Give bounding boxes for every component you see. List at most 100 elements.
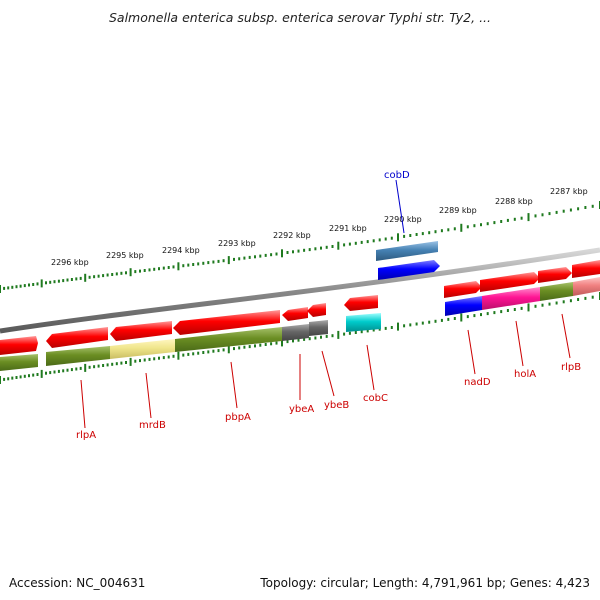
upper-scale-minor-tick (106, 273, 109, 277)
lower-scale-minor-tick (187, 352, 190, 356)
lower-scale-minor-tick (372, 328, 375, 332)
feature-mrdB-gene[interactable] (110, 321, 172, 341)
gene-label-holA[interactable]: holA (514, 369, 536, 380)
upper-scale-major-tick (84, 273, 87, 282)
lower-scale-minor-tick (134, 359, 137, 363)
lower-scale-major-tick (337, 330, 340, 339)
upper-scale-major-tick (177, 262, 180, 271)
upper-scale-minor-tick (493, 221, 496, 225)
lower-scale-minor-tick (11, 376, 14, 380)
feature-ybeA-cds[interactable] (282, 324, 309, 341)
upper-scale-minor-tick (222, 259, 225, 263)
feature-holA-gene[interactable] (480, 272, 540, 292)
upper-scale-minor-tick (15, 285, 18, 289)
feature-holA-cds[interactable] (482, 287, 540, 310)
lower-scale-minor-tick (493, 311, 496, 315)
upper-scale-minor-tick (197, 262, 200, 266)
upper-scale-minor-tick (286, 251, 289, 254)
upper-scale-minor-tick (187, 263, 190, 267)
upper-scale-minor-tick (202, 261, 205, 265)
feature-right-edge-gene[interactable] (572, 260, 600, 278)
feature-left-edge-cds[interactable] (0, 354, 38, 371)
feature-cobD-gene[interactable] (378, 260, 440, 280)
upper-scale-minor-tick (292, 250, 294, 254)
upper-scale-minor-tick (139, 269, 141, 273)
gene-label-cobD[interactable]: cobD (384, 170, 410, 181)
feature-cobC-cds[interactable] (346, 313, 381, 332)
upper-scale-minor-tick (93, 275, 96, 279)
upper-scale-minor-tick (548, 212, 551, 216)
upper-scale-minor-tick (378, 238, 381, 242)
upper-scale-minor-tick (153, 267, 156, 271)
gene-label-mrdB[interactable]: mrdB (139, 420, 166, 431)
rlpB-leader-line (561, 313, 571, 359)
gene-label-cobC[interactable]: cobC (363, 393, 388, 404)
lower-scale-minor-tick (403, 324, 406, 328)
lower-scale-minor-tick (66, 368, 69, 372)
lower-scale-minor-tick (390, 326, 393, 329)
tick-label-2296: 2296 kbp (51, 258, 89, 267)
upper-scale-minor-tick (28, 283, 30, 287)
lower-scale-minor-tick (115, 362, 118, 366)
lower-scale-minor-tick (111, 362, 114, 366)
upper-scale-minor-tick (428, 231, 431, 235)
lower-scale-minor-tick (57, 369, 60, 373)
upper-scale-minor-tick (111, 273, 114, 276)
feature-cobD-cds[interactable] (376, 241, 438, 261)
feature-pbpA-cds[interactable] (175, 327, 282, 352)
gene-label-ybeB[interactable]: ybeB (324, 400, 349, 411)
lower-scale-minor-tick (28, 374, 30, 378)
feature-rlpA-cds[interactable] (46, 346, 110, 366)
gene-label-pbpA[interactable]: pbpA (225, 412, 251, 423)
upper-scale: 2296 kbp 2295 kbp 2294 kbp 2293 kbp 2292… (0, 187, 600, 293)
upper-scale-minor-tick (148, 268, 151, 272)
lower-scale-minor-tick (548, 302, 551, 306)
lower-scale-major-tick (40, 369, 43, 378)
tick-label-2287: 2287 kbp (550, 187, 588, 196)
upper-scale-minor-tick (320, 246, 322, 250)
gene-label-rlpA[interactable]: rlpA (76, 430, 96, 441)
upper-scale-minor-tick (167, 266, 170, 269)
feature-nadD-cds[interactable] (445, 296, 482, 316)
upper-scale-minor-tick (217, 259, 220, 263)
feature-mrdB-cds[interactable] (110, 339, 175, 359)
feature-cobC-gene[interactable] (344, 295, 378, 311)
feature-ybeA-gene[interactable] (282, 307, 308, 321)
lower-scale-minor-tick (172, 354, 175, 358)
feature-ybeB-cds[interactable] (309, 320, 328, 336)
upper-scale-minor-tick (97, 274, 100, 278)
lower-scale-ticks (0, 292, 600, 384)
feature-pbpA-gene[interactable] (173, 310, 280, 335)
feature-rlpA-gene[interactable] (46, 327, 108, 348)
lower-scale-minor-tick (541, 303, 544, 307)
gene-label-rlpB[interactable]: rlpB (561, 362, 581, 373)
tick-label-2293: 2293 kbp (218, 239, 256, 248)
upper-scale-minor-tick (343, 243, 346, 247)
feature-left-edge-gene[interactable] (0, 336, 38, 355)
upper-scale-minor-tick (143, 269, 146, 272)
lower-scale-minor-tick (348, 331, 351, 335)
nadD-leader-line (467, 329, 476, 375)
gene-label-ybeA[interactable]: ybeA (289, 404, 314, 415)
leader-lines (80, 313, 571, 429)
lower-scale-minor-tick (513, 308, 516, 311)
upper-scale-minor-tick (32, 283, 35, 286)
feature-right-edge-cds[interactable] (573, 277, 600, 296)
upper-scale-minor-tick (243, 256, 246, 260)
cobC-leader-line (366, 344, 375, 391)
lower-scale-minor-tick (303, 337, 306, 341)
feature-rlpB-cds[interactable] (540, 282, 573, 301)
feature-ybeB-gene[interactable] (307, 303, 326, 317)
lower-scale-minor-tick (440, 318, 443, 322)
feature-rlpB-gene[interactable] (538, 267, 572, 283)
feature-nadD-gene[interactable] (444, 281, 482, 298)
lower-scale-minor-tick (409, 323, 412, 327)
upper-scale-minor-tick (384, 237, 387, 241)
lower-scale-minor-tick (331, 334, 334, 338)
upper-scale-major-tick (527, 213, 530, 222)
gene-label-nadD[interactable]: nadD (464, 377, 491, 388)
upper-scale-minor-tick (325, 245, 328, 249)
upper-scale-minor-tick (259, 254, 262, 258)
upper-scale-minor-tick (207, 261, 210, 265)
upper-scale-minor-tick (79, 276, 82, 280)
